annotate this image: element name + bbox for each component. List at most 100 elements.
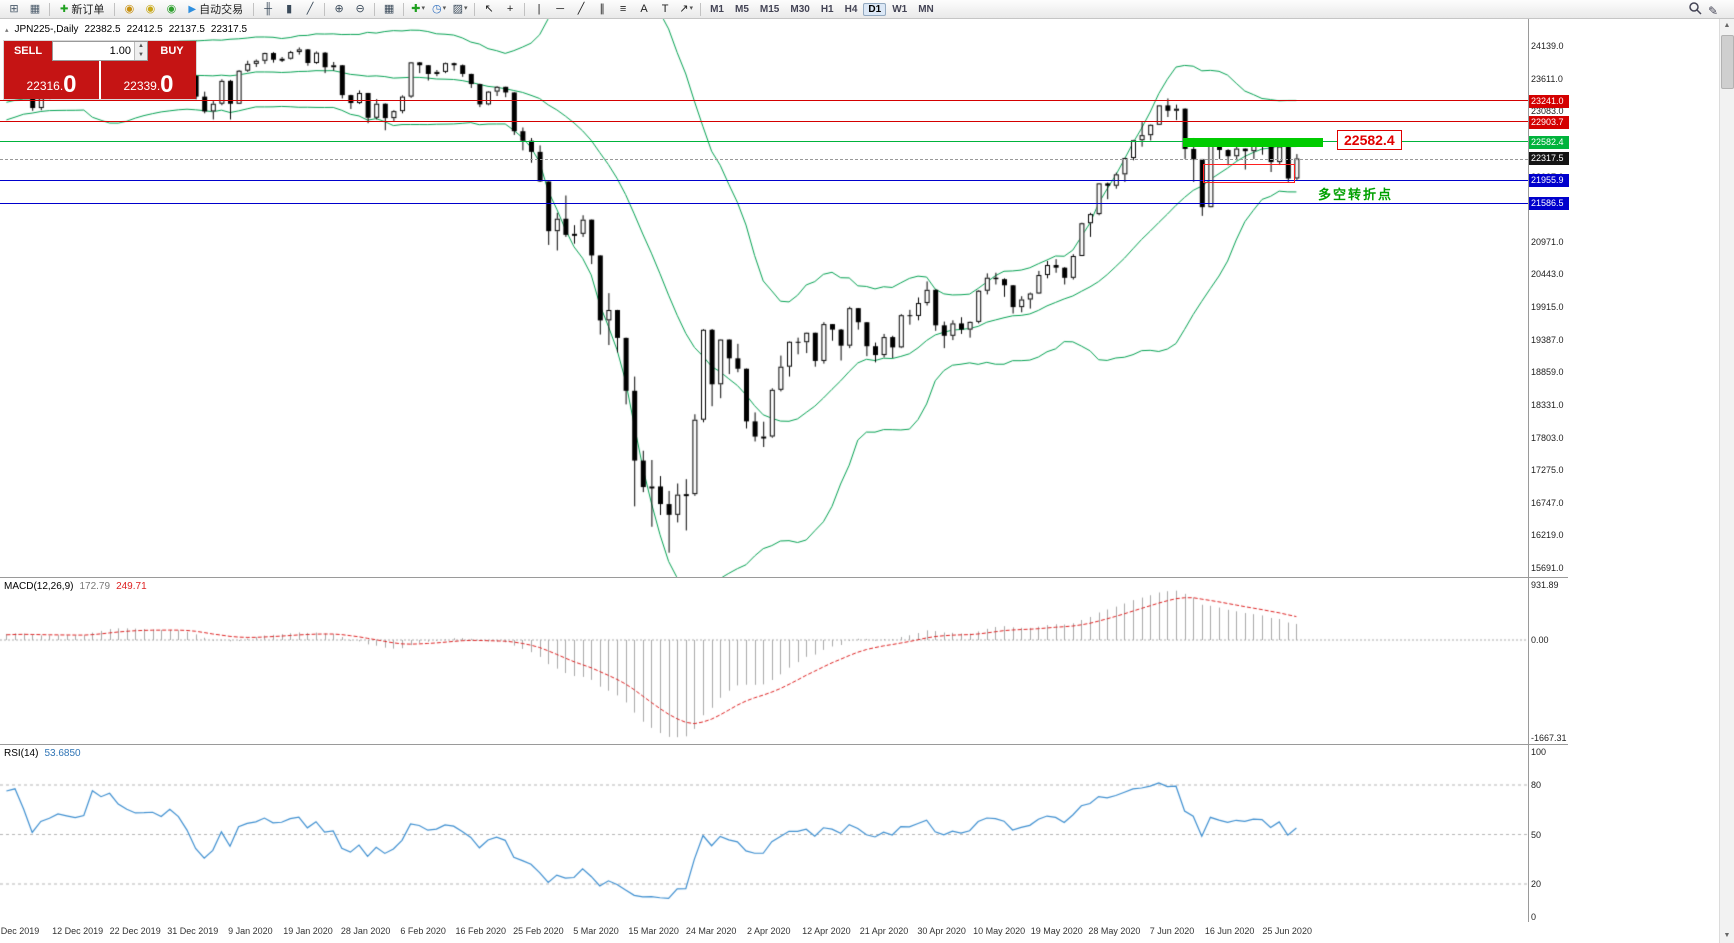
strategy-tester-icon[interactable]: ◉ bbox=[166, 3, 177, 15]
scroll-up-button[interactable]: ▲ bbox=[1723, 22, 1731, 29]
resistance-zone-band[interactable] bbox=[1183, 138, 1323, 147]
tf-button-m5[interactable]: M5 bbox=[735, 3, 749, 15]
vertical-scrollbar: ▲ ▼ bbox=[1719, 19, 1734, 943]
zoom-out-icon[interactable]: ⊖ bbox=[355, 3, 365, 15]
tf-button-m15[interactable]: M15 bbox=[759, 3, 780, 15]
date-axis-label: 28 Jan 2020 bbox=[340, 926, 391, 936]
turning-point-annotation[interactable]: 多空转折点 bbox=[1318, 187, 1394, 202]
rsi-value: 53.6850 bbox=[44, 748, 81, 759]
horizontal-line-icon[interactable]: ─ bbox=[556, 3, 564, 15]
vertical-line-icon[interactable]: | bbox=[537, 3, 541, 15]
tile-windows-icon[interactable]: ▦ bbox=[383, 3, 395, 15]
buy-price-big: 0 bbox=[160, 71, 174, 98]
volume-decrease-button[interactable]: ▼ bbox=[135, 51, 147, 60]
new-order-button[interactable]: ✚ 新订单 bbox=[60, 3, 105, 17]
macd-panel-area[interactable] bbox=[0, 578, 1528, 744]
tf-button-d1[interactable]: D1 bbox=[863, 2, 887, 16]
price-axis-label: 18859.0 bbox=[1531, 367, 1564, 378]
rsi-indicator-label: RSI(14) 53.6850 bbox=[4, 748, 81, 759]
scroll-down-button[interactable]: ▼ bbox=[1723, 932, 1731, 939]
tf-button-w1[interactable]: W1 bbox=[892, 3, 908, 15]
price-tag: 22317.5 bbox=[1529, 152, 1569, 166]
resistance-line-23241[interactable] bbox=[0, 100, 1528, 101]
price-tag: 23241.0 bbox=[1529, 94, 1569, 108]
date-axis-label: 30 Apr 2020 bbox=[917, 926, 966, 936]
resistance-line-22903[interactable] bbox=[0, 121, 1528, 122]
date-axis-label: 2 Apr 2020 bbox=[747, 926, 791, 936]
toolbar: ⊞ ▦ ✚ 新订单 ◉ ◉ ◉ ▶ 自动交易 ╫ ▮ ╱ ⊕ ⊖ ▦ ✚ ▾ ◷ ▾ ▨ ▾ ↖ + | ─ ╱ ∥ ≡ A T ↗ ▾ M1 M… bbox=[0, 0, 1734, 19]
channel-icon[interactable]: ∥ bbox=[599, 3, 605, 15]
line-chart-icon[interactable]: ╱ bbox=[306, 3, 314, 15]
date-axis-label: 16 Feb 2020 bbox=[455, 926, 507, 936]
support-line-21955[interactable] bbox=[0, 180, 1528, 181]
bar-chart-icon[interactable]: ╫ bbox=[264, 3, 272, 15]
toolbar-separator bbox=[403, 2, 405, 16]
candlestick-chart-icon[interactable]: ▮ bbox=[286, 3, 293, 15]
volume-field: ▲ ▼ bbox=[52, 41, 148, 61]
date-axis-label: 21 Apr 2020 bbox=[859, 926, 909, 936]
sell-price[interactable]: 22316. 0 bbox=[4, 61, 99, 99]
support-line-21586[interactable] bbox=[0, 203, 1528, 204]
chart-symbol-label: JPN225-,Daily bbox=[14, 24, 79, 35]
indicators-icon[interactable]: ✚ ▾ bbox=[411, 3, 425, 15]
main-chart-area[interactable] bbox=[0, 19, 1528, 577]
price-axis[interactable]: 24139.023611.023083.022027.020971.020443… bbox=[1528, 0, 1570, 922]
date-axis-label: 12 Dec 2019 bbox=[52, 926, 104, 936]
buy-price[interactable]: 22339. 0 bbox=[101, 61, 196, 99]
rsi-panel-area[interactable] bbox=[0, 745, 1528, 922]
scrollbar-thumb[interactable] bbox=[1721, 35, 1734, 89]
date-axis-label: 6 Feb 2020 bbox=[400, 926, 446, 936]
volume-increase-button[interactable]: ▲ bbox=[135, 42, 147, 51]
autotrading-button[interactable]: ▶ 自动交易 bbox=[188, 3, 244, 17]
pencil-icon[interactable]: ✎ bbox=[1707, 3, 1718, 18]
sell-button[interactable]: SELL bbox=[4, 41, 52, 61]
fibonacci-icon[interactable]: ≡ bbox=[619, 3, 627, 15]
text-icon[interactable]: A bbox=[640, 3, 648, 15]
cursor-icon[interactable]: ↖ bbox=[484, 3, 494, 15]
zone-line-22582[interactable] bbox=[0, 141, 1528, 142]
price-axis-label: 20443.0 bbox=[1531, 269, 1564, 280]
rsi-panel-separator[interactable] bbox=[0, 744, 1568, 745]
buy-button[interactable]: BUY bbox=[148, 41, 196, 61]
tf-button-h1[interactable]: H1 bbox=[820, 3, 834, 15]
date-axis-label: 25 Feb 2020 bbox=[513, 926, 564, 936]
macd-axis-label: 0.00 bbox=[1531, 635, 1549, 645]
date-axis-label: 19 Jan 2020 bbox=[283, 926, 333, 936]
toolbar-separator bbox=[700, 2, 702, 16]
data-window-icon[interactable]: ◉ bbox=[145, 3, 156, 15]
crosshair-icon[interactable]: + bbox=[506, 3, 514, 15]
label-icon[interactable]: T bbox=[661, 3, 669, 15]
profiles-icon[interactable]: ▦ bbox=[29, 3, 41, 15]
toolbar-separator bbox=[324, 2, 326, 16]
resistance-price-label[interactable]: 22582.4 bbox=[1337, 130, 1402, 150]
date-axis-label: 28 May 2020 bbox=[1088, 926, 1141, 936]
zoom-in-icon[interactable]: ⊕ bbox=[334, 3, 344, 15]
toolbar-right-group: ✎ bbox=[1688, 1, 1718, 20]
new-chart-icon[interactable]: ⊞ bbox=[9, 3, 19, 15]
search-icon[interactable] bbox=[1688, 1, 1702, 20]
volume-input[interactable] bbox=[53, 44, 134, 58]
date-axis[interactable]: Dec 2019 12 Dec 2019 22 Dec 2019 31 Dec 201… bbox=[0, 922, 1568, 943]
templates-icon[interactable]: ▨ ▾ bbox=[452, 3, 468, 15]
tf-button-m30[interactable]: M30 bbox=[790, 3, 810, 15]
date-axis-label: 15 Mar 2020 bbox=[628, 926, 679, 936]
price-tag: 21586.5 bbox=[1529, 197, 1569, 211]
trendline-icon[interactable]: ╱ bbox=[577, 3, 585, 15]
tf-button-h4[interactable]: H4 bbox=[844, 3, 858, 15]
price-axis-border bbox=[1528, 19, 1529, 922]
macd-axis-label: 931.89 bbox=[1531, 580, 1559, 591]
periods-icon[interactable]: ◷ ▾ bbox=[432, 3, 447, 15]
price-axis-label: 16219.0 bbox=[1531, 530, 1564, 541]
market-watch-icon[interactable]: ◉ bbox=[124, 3, 135, 15]
chart-canvas[interactable] bbox=[0, 0, 1528, 943]
tf-button-mn[interactable]: MN bbox=[918, 3, 934, 15]
price-tag: 22903.7 bbox=[1529, 115, 1569, 129]
arrows-icon[interactable]: ↗ ▾ bbox=[679, 3, 693, 15]
tf-button-m1[interactable]: M1 bbox=[710, 3, 724, 15]
date-axis-label: 31 Dec 2019 bbox=[167, 926, 219, 936]
consolidation-rectangle[interactable] bbox=[1203, 164, 1295, 183]
macd-panel-separator[interactable] bbox=[0, 577, 1568, 578]
date-axis-label: 5 Mar 2020 bbox=[573, 926, 619, 936]
macd-axis-label: -1667.31 bbox=[1531, 733, 1567, 744]
price-tag: 21955.9 bbox=[1529, 174, 1569, 188]
